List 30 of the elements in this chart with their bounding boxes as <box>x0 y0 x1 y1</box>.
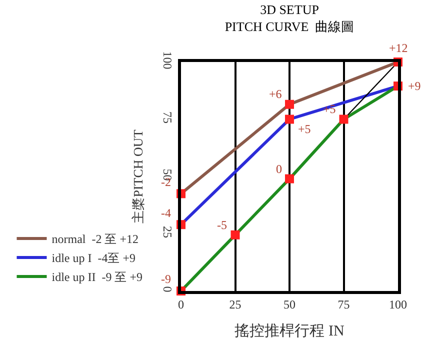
y-tick-label: 75 <box>160 111 175 124</box>
y-tick-label: 25 <box>160 226 175 238</box>
point <box>285 174 294 184</box>
chart-title: 3D SETUP <box>260 2 319 17</box>
annotation: 0 <box>276 162 282 176</box>
y-axis-title: 主槳PITCH OUT <box>130 130 146 224</box>
x-tick-label: 25 <box>229 297 242 312</box>
annotation: -5 <box>217 218 227 232</box>
annotation: +12 <box>389 41 408 55</box>
x-axis-title: 搖控推桿行程 IN <box>234 322 344 340</box>
y-tick-label: 0 <box>160 286 175 292</box>
point <box>285 114 294 124</box>
point <box>230 230 240 240</box>
x-tick-label: 50 <box>284 297 296 312</box>
chart-subtitle: PITCH CURVE 曲線圖 <box>224 18 354 34</box>
annotation: +9 <box>408 79 421 93</box>
y-tick-label: 50 <box>160 168 175 181</box>
legend-label: normal -2 至 +12 <box>52 232 139 246</box>
annotation: -9 <box>161 272 171 286</box>
annotation: -4 <box>161 206 171 220</box>
annotation: +6 <box>269 87 282 101</box>
legend-label: idle up II -9 至 +9 <box>52 270 142 284</box>
x-tick-label: 100 <box>389 297 407 312</box>
point <box>285 100 294 109</box>
point <box>339 114 348 124</box>
x-tick-label: 0 <box>178 297 184 312</box>
legend-label: idle up I -4至 +9 <box>52 251 136 266</box>
y-tick-label: 100 <box>160 51 175 70</box>
annotation: +5 <box>298 122 311 136</box>
x-tick-label: 75 <box>338 297 350 312</box>
